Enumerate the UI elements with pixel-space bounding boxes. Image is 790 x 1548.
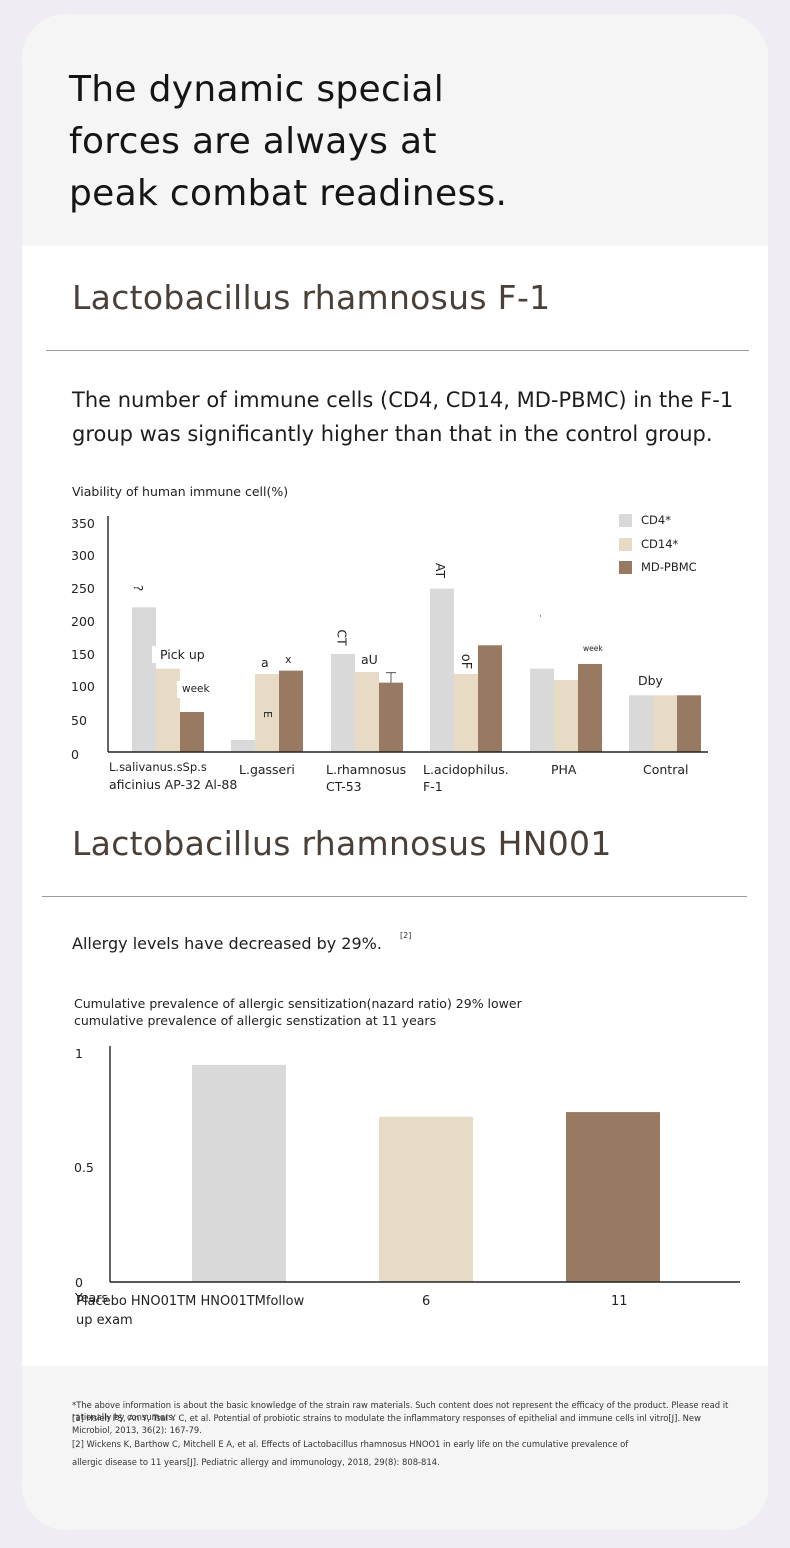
chart2-category-label: Placebo HNO01TM HNO01TMfollow up exam [76, 1292, 304, 1330]
hero-banner: The dynamic special forces are always at… [22, 14, 768, 246]
chart1-bar-md-pbmc [379, 682, 403, 752]
chart1-bar-md-pbmc [279, 670, 303, 752]
chart2-category-label: 6 [422, 1294, 431, 1309]
legend-label: MD-PBMC [641, 560, 697, 574]
chart1-ytick: 300 [71, 548, 95, 563]
chart1-annotation: a [261, 655, 269, 670]
chart2-plot [109, 1046, 740, 1283]
chart2-title-line: Cumulative prevalence of allergic sensit… [74, 996, 522, 1011]
chart1-bar-cd4 [530, 668, 554, 752]
chart1-bar-cd4 [430, 588, 454, 752]
chart1-annotation: Pick up [152, 646, 211, 663]
chart1-legend-item: MD-PBMC [619, 560, 697, 574]
chart1-bar-cd14 [653, 695, 677, 752]
content-card: The dynamic special forces are always at… [22, 14, 768, 1530]
legend-swatch-cd4 [619, 513, 632, 527]
chart1-category-line: aficinius AP-32 Al-88 [109, 777, 238, 792]
chart1-bar-cd14 [554, 679, 578, 752]
section1-description-line: The number of immune cells (CD4, CD14, M… [72, 388, 734, 412]
chart1-bar-cd4 [629, 695, 653, 752]
chart1-bar-md-pbmc [677, 695, 701, 752]
chart1-annotation: · [539, 612, 542, 622]
chart1-title: Viability of human immune cell(%) [72, 484, 289, 499]
chart1-legend-item: CD14* [619, 537, 678, 551]
chart2-category-line: up exam [76, 1313, 133, 1328]
legend-swatch-mdpbmc [619, 560, 632, 574]
chart1-ytick: 250 [71, 581, 95, 596]
chart2-bar [379, 1116, 473, 1282]
chart1-legend-item: CD4* [619, 513, 671, 527]
chart1-ytick: 50 [71, 713, 87, 728]
chart1-annotation: week [583, 644, 603, 653]
chart1-annotation: x [285, 653, 292, 666]
footer-reference-line: allergic disease to 11 years[J]. Pediatr… [72, 1457, 440, 1467]
chart1-bar-cd14 [156, 668, 180, 752]
legend-label: CD4* [641, 513, 671, 527]
chart1-annotation: week [177, 681, 215, 698]
chart2-bar [192, 1064, 286, 1282]
chart2-ytick: 0.5 [74, 1160, 94, 1175]
hero-title: The dynamic special forces are always at… [69, 64, 529, 220]
chart1-bar-cd14 [355, 671, 379, 752]
chart1-bar-cd4 [331, 653, 355, 752]
chart1-category-line: L.rhamnosus [326, 762, 407, 777]
chart1-plot [107, 516, 708, 753]
hero-title-line: peak combat readiness. [69, 173, 508, 214]
legend-swatch-cd14 [619, 537, 632, 551]
chart1-ytick: 0 [71, 747, 79, 762]
section1-description: The number of immune cells (CD4, CD14, M… [72, 383, 733, 451]
chart1-ytick: 100 [71, 679, 95, 694]
footer-disclaimer: *The above information is about the basi… [72, 1400, 729, 1422]
legend-label: CD14* [641, 537, 679, 551]
chart1-category-label: L.rhamnosus CT-53 [326, 761, 406, 795]
chart2-title: Cumulative prevalence of allergic sensit… [74, 995, 522, 1029]
chart1-category-line: CT-53 [326, 779, 362, 794]
chart2-ytick: 0 [75, 1275, 83, 1290]
footer-references: *The above information is about the basi… [22, 1366, 768, 1530]
chart1-bar-cd4 [231, 739, 255, 752]
section2-title: Lactobacillus rhamnosus HN001 [72, 824, 612, 863]
hero-title-line: forces are always at [69, 121, 437, 162]
section2-divider [42, 896, 747, 897]
section2-description: Allergy levels have decreased by 29%. [72, 934, 382, 953]
chart2-category-line: Placebo HNO01TM HNO01TMfollow [76, 1294, 305, 1309]
chart1-bar-cd14 [454, 673, 478, 752]
chart1-category-label: Contral [643, 762, 689, 777]
chart1-ytick: 150 [71, 647, 95, 662]
chart1-bar-md-pbmc [478, 645, 502, 752]
chart1-bar-md-pbmc [578, 663, 602, 752]
section1-title: Lactobacillus rhamnosus F-1 [72, 278, 551, 317]
chart1-annotation: aU [361, 652, 378, 667]
footer-reference-line: Microbiol, 2013, 36(2): 167-79. [72, 1425, 202, 1435]
chart1-category-label: L.acidophilus. F-1 [423, 761, 509, 795]
chart1-category-line: L.salivanus.sSp.s [109, 760, 207, 774]
chart1-category-label: L.gasseri [239, 762, 295, 777]
section2-reference-mark: [2] [400, 931, 412, 940]
chart1-category-line: F-1 [423, 779, 443, 794]
chart1-bar-cd4 [132, 607, 156, 752]
chart1-ytick: 200 [71, 614, 95, 629]
chart2-title-line: cumulative prevalence of allergic sensti… [74, 1013, 437, 1028]
section1-description-line: group was significantly higher than that… [72, 422, 713, 446]
chart2-x-axis-title: Years [75, 1290, 108, 1305]
chart2-category-label: 11 [611, 1294, 628, 1309]
chart2-ytick: 1 [75, 1046, 83, 1061]
chart2-bar [566, 1112, 660, 1282]
footer-reference-line: [2] Wickens K, Barthow C, Mitchell E A, … [72, 1439, 629, 1449]
section1-divider [46, 350, 749, 351]
chart1-bar-md-pbmc [180, 711, 204, 752]
chart1-category-label: PHA [551, 762, 577, 777]
chart1-bar-cd14 [255, 673, 279, 752]
hero-title-line: The dynamic special [69, 69, 445, 110]
chart1-category-label: L.salivanus.sSp.s aficinius AP-32 Al-88 [109, 759, 237, 793]
chart1-category-line: L.acidophilus. [423, 762, 509, 777]
chart1-ytick: 350 [71, 516, 95, 531]
footer-reference-line: [1] Hsieh PS, An Y, Tsai Y C, et al. Pot… [72, 1413, 701, 1423]
chart1-annotation: Dby [638, 673, 663, 688]
